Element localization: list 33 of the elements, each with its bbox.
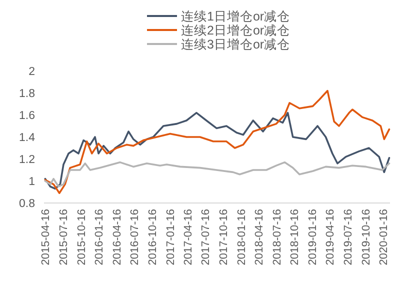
x-tick-label: 2016-07-16 [129, 209, 142, 266]
x-tick-label: 2017-07-16 [200, 209, 212, 266]
x-tick-label: 2018-04-16 [254, 209, 266, 266]
x-tick-label: 2018-01-16 [236, 209, 248, 266]
x-tick-label: 2018-10-16 [289, 209, 302, 266]
y-tick-label: 2 [28, 66, 35, 78]
x-tick-label: 2019-10-16 [360, 209, 372, 266]
line-series [44, 161, 390, 188]
x-tick-label: 2019-04-16 [324, 209, 337, 266]
x-tick-label: 2016-04-16 [111, 209, 124, 266]
x-tick-label: 2017-04-16 [182, 209, 194, 266]
legend-label: 连续3日增仓or减仓 [181, 38, 290, 52]
y-tick-label: 1.8 [19, 88, 35, 100]
x-tick-label: 2015-07-16 [58, 209, 70, 266]
x-tick-label: 2016-10-16 [147, 209, 160, 266]
x-tick-label: 2020-01-16 [378, 209, 390, 266]
x-tick-label: 2019-01-16 [307, 209, 320, 266]
y-tick-label: 1.4 [19, 132, 36, 144]
x-tick-label: 2019-07-16 [342, 209, 354, 266]
x-tick-label: 2018-07-16 [271, 209, 284, 266]
x-tick-label: 2016-01-16 [94, 209, 106, 266]
y-tick-label: 1 [28, 176, 35, 188]
legend-label: 连续2日增仓or减仓 [181, 24, 290, 38]
y-tick-label: 0.8 [19, 198, 35, 210]
x-tick-label: 2015-04-16 [40, 209, 52, 266]
line-series [44, 112, 390, 190]
line-series [44, 90, 390, 194]
legend-label: 连续1日增仓or减仓 [181, 10, 290, 24]
x-tick-label: 2015-10-16 [76, 209, 88, 266]
y-tick-label: 1.6 [19, 110, 35, 122]
x-tick-label: 2017-10-16 [218, 209, 230, 266]
y-tick-label: 1.2 [19, 154, 35, 166]
x-tick-label: 2017-01-16 [164, 209, 177, 266]
